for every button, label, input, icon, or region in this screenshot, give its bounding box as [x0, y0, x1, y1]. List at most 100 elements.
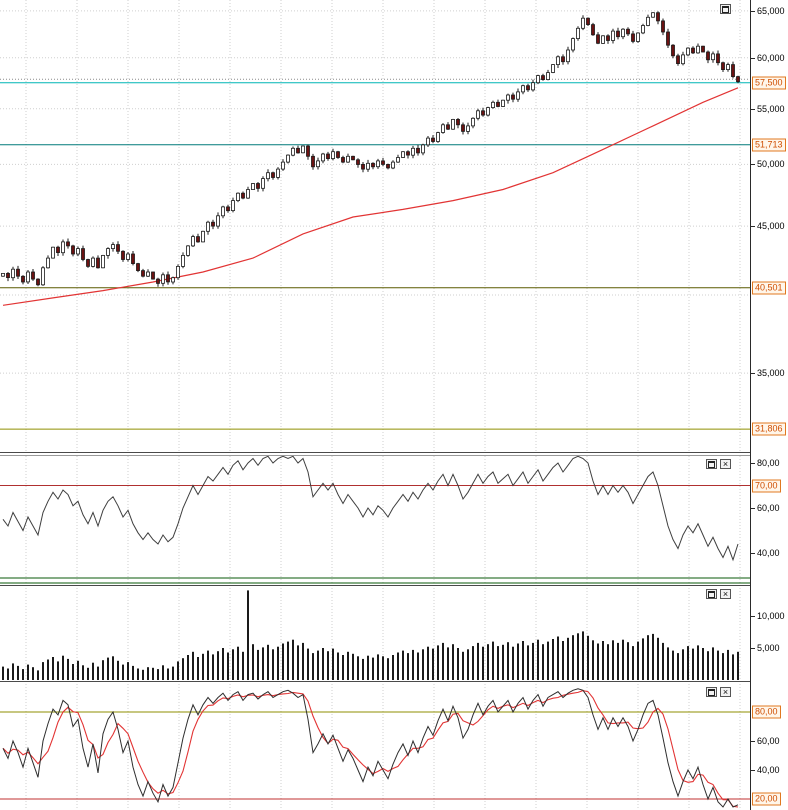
axis-label: 60,00 — [757, 736, 780, 746]
restore-icon — [708, 590, 715, 598]
volume-bar — [27, 664, 29, 680]
stochastic-panel[interactable] — [0, 684, 750, 810]
restore-icon — [708, 460, 715, 468]
volume-bar — [617, 642, 619, 680]
volume-bar — [632, 646, 634, 680]
candle — [636, 32, 640, 42]
price-chart[interactable] — [0, 0, 750, 452]
axis-label: 65,000 — [757, 5, 785, 16]
candle — [511, 94, 515, 100]
candle — [256, 183, 260, 189]
close-button[interactable]: × — [720, 589, 731, 599]
candle — [266, 172, 270, 180]
volume-bar — [252, 644, 254, 680]
candle — [51, 246, 55, 259]
volume-bar — [737, 651, 739, 680]
volume-bar — [687, 646, 689, 680]
candle — [281, 161, 285, 170]
volume-bar — [82, 665, 84, 680]
volume-bar — [87, 667, 89, 680]
level-badge: 80,00 — [752, 705, 781, 719]
close-icon: × — [722, 588, 729, 599]
volume-bar — [447, 647, 449, 680]
candle — [231, 200, 235, 212]
panel-separator[interactable] — [0, 452, 788, 456]
candle — [626, 28, 630, 35]
volume-bar — [157, 669, 159, 680]
price-panel[interactable] — [0, 0, 750, 452]
candle — [221, 206, 225, 217]
volume-bar — [282, 643, 284, 680]
candle — [416, 147, 420, 154]
candle — [116, 244, 120, 252]
volume-bar — [437, 645, 439, 680]
candle — [361, 163, 365, 170]
restore-button[interactable] — [706, 459, 717, 469]
volume-bar — [492, 641, 494, 680]
candle — [106, 248, 110, 256]
candle — [341, 157, 345, 163]
volume-bar — [422, 649, 424, 680]
restore-button[interactable] — [706, 589, 717, 599]
volume-bar — [702, 648, 704, 680]
volume-bar — [77, 660, 79, 680]
candle — [731, 64, 735, 77]
volume-bar — [512, 646, 514, 680]
candle — [196, 236, 200, 243]
candle — [176, 265, 180, 279]
volume-bar — [202, 653, 204, 680]
candle — [181, 254, 185, 267]
restore-button[interactable] — [706, 687, 717, 697]
candle — [76, 248, 80, 255]
volume-bar — [382, 656, 384, 680]
candle — [521, 85, 525, 93]
axis-label: 10,000 — [757, 611, 785, 621]
volume-bar — [722, 653, 724, 680]
volume-panel[interactable] — [0, 588, 750, 681]
axis-label: 40,00 — [757, 765, 780, 775]
candle — [646, 16, 650, 26]
candle — [346, 155, 350, 163]
volume-bar — [102, 660, 104, 680]
volume-bar — [262, 647, 264, 680]
restore-button[interactable] — [720, 4, 731, 14]
candle — [566, 49, 570, 63]
candle — [151, 271, 155, 280]
volume-bar — [712, 647, 714, 680]
candle — [131, 253, 135, 265]
volume-bar — [542, 644, 544, 680]
volume-bar — [7, 668, 9, 680]
volume-bar — [217, 651, 219, 680]
volume-bar — [312, 653, 314, 680]
candle — [691, 47, 695, 54]
volume-bar — [672, 650, 674, 680]
axis-tick — [751, 57, 755, 59]
axis-label: 55,000 — [757, 103, 785, 114]
candle — [381, 160, 385, 165]
candle — [661, 20, 665, 33]
close-button[interactable]: × — [720, 459, 731, 469]
stoch-d-line — [2, 690, 739, 808]
price-axis[interactable]: 65,000 60,000 55,000 50,000 45,000 35,000 57,5… — [750, 0, 788, 810]
candle — [146, 271, 150, 277]
volume-bar — [337, 652, 339, 680]
candle — [56, 246, 60, 253]
stochastic-chart[interactable] — [0, 684, 750, 810]
axis-tick — [751, 463, 755, 464]
candle — [326, 153, 330, 159]
candle — [471, 117, 475, 127]
candle — [466, 125, 470, 132]
volume-bar — [352, 653, 354, 680]
level-badge: 70,00 — [752, 479, 781, 492]
moving-average-line — [2, 87, 739, 306]
candle — [721, 62, 725, 71]
rsi-chart[interactable] — [0, 456, 750, 585]
volume-bar — [357, 656, 359, 680]
volume-chart[interactable] — [0, 588, 750, 681]
rsi-panel[interactable] — [0, 456, 750, 585]
candle — [621, 28, 625, 38]
volume-bar — [677, 653, 679, 680]
candle — [506, 94, 510, 101]
close-button[interactable]: × — [720, 687, 731, 697]
volume-bar — [692, 648, 694, 680]
